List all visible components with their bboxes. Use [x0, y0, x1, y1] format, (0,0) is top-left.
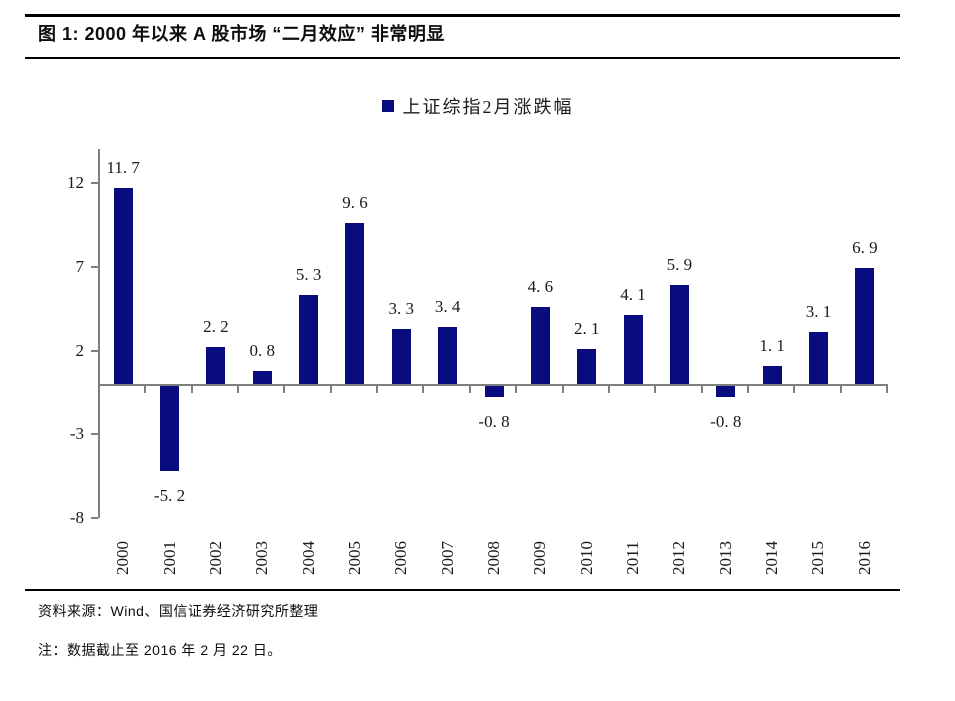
- x-axis-tick: [468, 386, 471, 393]
- x-axis-label: 2000: [113, 541, 133, 575]
- x-axis-tick: [237, 386, 240, 393]
- x-axis-label: 2011: [623, 541, 643, 575]
- bar-value-label: 11. 7: [106, 158, 140, 178]
- x-axis-label: 2014: [762, 541, 782, 575]
- x-axis-label: 2006: [391, 541, 411, 575]
- x-axis-label: 2001: [159, 541, 179, 575]
- bar-2005: [345, 223, 365, 384]
- legend-swatch-icon: [381, 100, 394, 112]
- x-axis-label: 2008: [484, 541, 503, 575]
- bar-2002: [206, 347, 226, 384]
- x-axis-label: 2013: [715, 541, 735, 575]
- bar-2006: [391, 328, 411, 384]
- x-axis-tick: [793, 386, 796, 393]
- bar-value-label: 3. 1: [805, 302, 832, 322]
- y-axis-tick-label: 7: [75, 256, 85, 276]
- y-axis-tick-label: -8: [69, 508, 84, 527]
- bar-2011: [623, 315, 643, 384]
- bar-2000: [113, 188, 133, 384]
- x-axis-tick: [376, 386, 379, 393]
- bar-value-label: 1. 1: [759, 335, 785, 355]
- y-axis-tick: [91, 433, 98, 436]
- bar-value-label: -0. 8: [478, 412, 510, 432]
- bar-2010: [577, 348, 597, 384]
- bar-value-label: 9. 6: [342, 193, 368, 213]
- bar-2016: [855, 268, 875, 384]
- title-bottom-rule: [25, 57, 900, 59]
- bar-value-label: 4. 1: [620, 285, 646, 305]
- y-axis-tick: [91, 349, 98, 352]
- bar-value-label: -0. 8: [710, 412, 742, 432]
- x-axis-tick: [190, 386, 193, 393]
- y-axis-tick-label: 12: [67, 173, 84, 192]
- title-top-rule: [25, 14, 900, 17]
- y-axis-tick: [91, 182, 98, 184]
- x-axis-label: 2005: [344, 541, 364, 575]
- x-axis-tick: [283, 386, 286, 393]
- bar-value-label: 0. 8: [249, 340, 275, 360]
- x-axis-label: 2016: [854, 541, 874, 575]
- bar-2008: [484, 384, 504, 398]
- y-axis-tick-label: -3: [69, 424, 84, 444]
- x-axis-label: 2009: [530, 541, 550, 575]
- x-axis-label: 2002: [205, 541, 225, 575]
- bar-value-label: 6. 9: [852, 238, 878, 258]
- x-axis-tick: [607, 386, 610, 393]
- bar-2013: [716, 384, 736, 398]
- x-axis-tick: [515, 386, 518, 393]
- bar-value-label: 5. 9: [666, 255, 693, 275]
- y-axis-tick-label: 2: [75, 340, 85, 360]
- x-axis-label: 2007: [437, 541, 457, 575]
- bar-2004: [299, 295, 319, 384]
- source-text: 资料来源：Wind、国信证券经济研究所整理: [38, 603, 319, 619]
- bar-2012: [669, 285, 689, 384]
- x-axis-label: 2004: [298, 541, 318, 575]
- x-axis-tick: [839, 386, 842, 393]
- bar-2009: [530, 306, 550, 384]
- x-axis-tick: [700, 386, 703, 393]
- y-axis-line: [98, 149, 100, 518]
- x-axis-tick: [654, 386, 657, 393]
- bar-2015: [808, 332, 828, 384]
- x-axis-tick: [561, 386, 564, 393]
- figure-title: 图 1: 2000 年以来 A 股市场 “二月效应” 非常明显: [38, 24, 445, 44]
- x-axis-tick: [746, 386, 749, 393]
- x-axis-label: 2015: [808, 541, 828, 575]
- bar-2003: [252, 370, 272, 384]
- bar-2007: [438, 327, 458, 384]
- footer-rule: [25, 589, 900, 591]
- x-axis-tick: [886, 386, 888, 393]
- bar-2014: [762, 365, 782, 384]
- x-axis-label: 2012: [669, 541, 689, 575]
- x-axis-tick: [329, 386, 332, 393]
- bar-value-label: 5. 3: [295, 265, 322, 285]
- note-text: 注：数据截止至 2016 年 2 月 22 日。: [38, 642, 282, 658]
- x-axis-label: 2003: [252, 541, 272, 575]
- bar-value-label: 3. 3: [388, 298, 415, 318]
- bar-value-label: 2. 2: [203, 317, 229, 337]
- x-axis-tick: [144, 386, 147, 393]
- legend-label: 上证综指2月涨跌幅: [402, 97, 574, 117]
- bar-2001: [160, 384, 180, 472]
- chart-legend: 上证综指2月涨跌幅: [0, 93, 955, 119]
- y-axis-tick: [91, 265, 98, 268]
- x-axis-tick: [98, 386, 100, 393]
- bar-value-label: 3. 4: [434, 297, 461, 317]
- bar-value-label: 4. 6: [527, 276, 554, 296]
- bar-value-label: -5. 2: [153, 486, 186, 506]
- x-axis-label: 2010: [576, 541, 596, 575]
- y-axis-tick: [91, 517, 98, 519]
- x-axis-line: [98, 384, 888, 386]
- bar-value-label: 2. 1: [573, 318, 600, 338]
- x-axis-tick: [422, 386, 425, 393]
